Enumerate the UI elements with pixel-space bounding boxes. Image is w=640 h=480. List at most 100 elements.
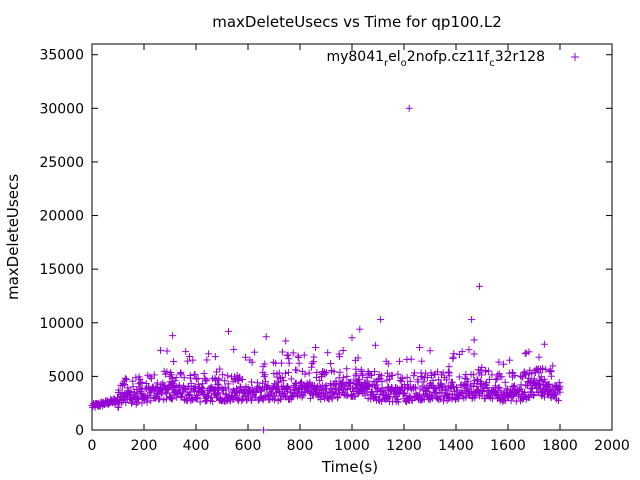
data-point — [128, 399, 136, 407]
chart-title: maxDeleteUsecs vs Time for qp100.L2 — [212, 13, 502, 31]
x-tick-label: 600 — [235, 438, 262, 454]
data-point — [157, 346, 165, 354]
data-point — [186, 388, 194, 396]
data-point — [169, 332, 177, 340]
data-point — [410, 369, 418, 377]
data-point — [237, 383, 245, 391]
data-point — [544, 381, 552, 389]
data-point — [277, 359, 285, 367]
data-point — [370, 368, 378, 376]
data-point — [252, 388, 260, 396]
data-point — [240, 393, 248, 401]
data-point — [181, 384, 189, 392]
data-point — [175, 381, 183, 389]
x-axis-label: Time(s) — [321, 458, 378, 476]
data-point — [248, 378, 256, 386]
data-point — [275, 379, 283, 387]
data-point — [278, 373, 286, 381]
data-point — [222, 390, 230, 398]
data-point — [317, 395, 325, 403]
data-point — [293, 366, 301, 374]
data-point — [260, 426, 268, 434]
data-point — [261, 378, 269, 386]
data-point — [216, 365, 224, 373]
data-point — [224, 372, 232, 380]
data-point — [525, 348, 533, 356]
data-point — [294, 352, 302, 360]
data-point — [474, 386, 482, 394]
data-point — [427, 371, 435, 379]
data-point — [380, 387, 388, 395]
data-point — [554, 397, 562, 405]
data-point — [271, 396, 279, 404]
data-point — [414, 392, 422, 400]
data-point — [307, 363, 315, 371]
data-point — [556, 388, 564, 396]
data-point — [328, 395, 336, 403]
x-tick-label: 400 — [183, 438, 210, 454]
data-point — [198, 384, 206, 392]
data-point — [232, 392, 240, 400]
data-point — [238, 397, 246, 405]
data-point — [316, 377, 324, 385]
data-point — [260, 373, 268, 381]
data-point — [473, 375, 481, 383]
data-point — [485, 367, 493, 375]
data-point — [407, 355, 415, 363]
data-point — [221, 383, 229, 391]
data-point — [285, 359, 293, 367]
data-point — [214, 390, 222, 398]
data-point — [163, 368, 171, 376]
data-point — [384, 360, 392, 368]
data-point — [230, 346, 238, 354]
data-point — [545, 380, 553, 388]
data-point — [209, 397, 217, 405]
data-point — [339, 374, 347, 382]
y-tick-label: 10000 — [39, 316, 84, 332]
data-point — [221, 377, 229, 385]
data-point — [129, 383, 137, 391]
x-tick-label: 1000 — [334, 438, 370, 454]
y-tick-label: 25000 — [39, 155, 84, 171]
data-point — [498, 373, 506, 381]
y-tick-label: 20000 — [39, 209, 84, 225]
data-point — [445, 390, 453, 398]
data-point — [405, 104, 413, 112]
y-tick-label: 5000 — [48, 369, 84, 385]
data-point — [445, 363, 453, 371]
data-point — [450, 350, 458, 358]
y-axis: 0 5000 10000 15000 20000 25000 30000 35000 — [39, 48, 612, 439]
data-point — [455, 373, 463, 381]
data-point — [192, 375, 200, 383]
x-tick-label: 1200 — [386, 438, 422, 454]
data-point — [194, 393, 202, 401]
data-point — [147, 375, 155, 383]
data-point — [410, 384, 418, 392]
data-point — [521, 392, 529, 400]
data-point — [517, 381, 525, 389]
data-point — [277, 395, 285, 403]
data-point — [366, 371, 374, 379]
data-point — [555, 379, 563, 387]
data-point — [219, 371, 227, 379]
data-point — [482, 380, 490, 388]
data-point — [211, 353, 219, 361]
x-axis: 0 200 400 600 800 1000 1200 1400 1600 1800 2000 — [88, 44, 630, 454]
data-point — [156, 395, 164, 403]
data-point — [444, 368, 452, 376]
data-point — [510, 382, 518, 390]
data-point — [203, 377, 211, 385]
data-point — [184, 357, 192, 365]
data-point — [292, 380, 300, 388]
data-point — [284, 369, 292, 377]
data-point — [115, 403, 123, 411]
data-point — [354, 354, 362, 362]
data-point — [429, 394, 437, 402]
data-point — [333, 394, 341, 402]
data-point — [416, 343, 424, 351]
data-point — [248, 358, 256, 366]
data-point — [535, 353, 543, 361]
data-point — [510, 383, 518, 391]
data-point — [359, 370, 367, 378]
data-point — [438, 388, 446, 396]
